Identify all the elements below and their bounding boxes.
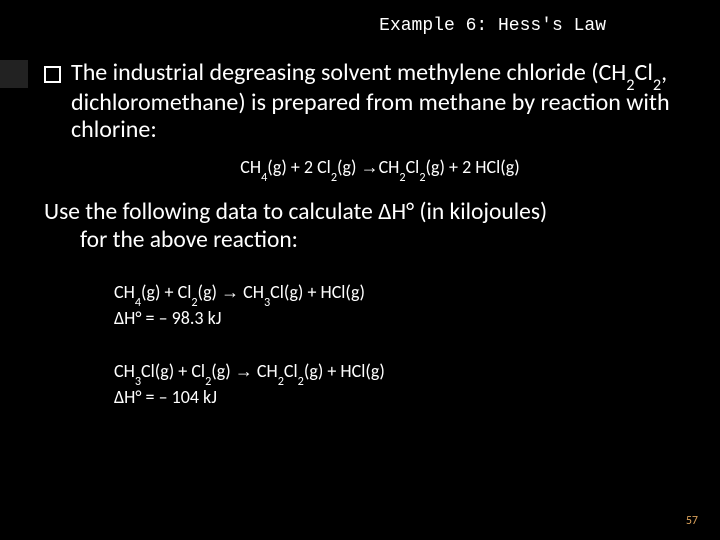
r1-a: CH (114, 281, 135, 303)
bullet-item: The industrial degreasing solvent methyl… (44, 60, 676, 144)
slide-container: Example 6: Hess's Law The industrial deg… (0, 0, 720, 540)
r2-f: (g) + HCl(g) (304, 360, 385, 382)
delta-h: ΔH° (378, 198, 414, 226)
arrow-icon: → (221, 282, 239, 302)
arrow-icon: → (235, 361, 253, 381)
bullet-square-icon (44, 66, 61, 83)
arrow-icon: → (361, 157, 379, 177)
eq-c: (g) (337, 156, 361, 178)
sub-2: 2 (653, 75, 661, 95)
eq-d: CH (379, 156, 400, 178)
sub-2: 2 (626, 75, 634, 95)
eq-a: CH (240, 156, 261, 178)
use-data-text: Use the following data to calculate ΔH° … (44, 199, 676, 254)
r1-dh: ΔH° = – 98.3 kJ (114, 307, 222, 329)
reaction-1: CH4(g) + Cl2(g) → CH3Cl(g) + HCl(g) ΔH° … (44, 281, 676, 330)
r2-c: (g) (211, 360, 235, 382)
main-equation: CH4(g) + 2 Cl2(g) →CH2Cl2(g) + 2 HCl(g) (44, 156, 676, 182)
sub-4: 4 (261, 170, 267, 185)
intro-p1: The industrial degreasing solvent methyl… (71, 58, 626, 87)
sub-2: 2 (205, 374, 211, 389)
eq-b: (g) + 2 Cl (267, 156, 331, 178)
eq-f: (g) + 2 HCl(g) (426, 156, 520, 178)
sub-2: 2 (298, 374, 304, 389)
r1-e: Cl(g) + HCl(g) (270, 281, 365, 303)
sub-2: 2 (278, 374, 284, 389)
r2-dh: ΔH° = – 104 kJ (114, 386, 217, 408)
sub-2: 2 (419, 170, 425, 185)
page-number: 57 (686, 514, 698, 528)
r2-b: Cl(g) + Cl (141, 360, 205, 382)
eq-e: Cl (406, 156, 420, 178)
slide-title: Example 6: Hess's Law (44, 16, 676, 36)
r1-c: (g) (198, 281, 222, 303)
sub-2: 2 (191, 295, 197, 310)
reaction-2: CH3Cl(g) + Cl2(g) → CH2Cl2(g) + HCl(g) Δ… (44, 360, 676, 409)
intro-p2: Cl (635, 58, 653, 87)
r2-a: CH (114, 360, 135, 382)
sub-4: 4 (135, 295, 141, 310)
sub-2: 2 (331, 170, 337, 185)
sub-2: 2 (399, 170, 405, 185)
r2-e: Cl (284, 360, 298, 382)
use-line2: for the above reaction: (44, 227, 676, 255)
sub-3: 3 (264, 295, 270, 310)
r1-d: CH (239, 281, 264, 303)
sub-3: 3 (135, 374, 141, 389)
r2-d: CH (253, 360, 278, 382)
use-line1a: Use the following data to calculate (44, 198, 378, 226)
use-line1b: (in kilojoules) (414, 198, 547, 226)
side-accent (0, 60, 28, 88)
intro-text: The industrial degreasing solvent methyl… (71, 60, 676, 144)
r1-b: (g) + Cl (141, 281, 191, 303)
